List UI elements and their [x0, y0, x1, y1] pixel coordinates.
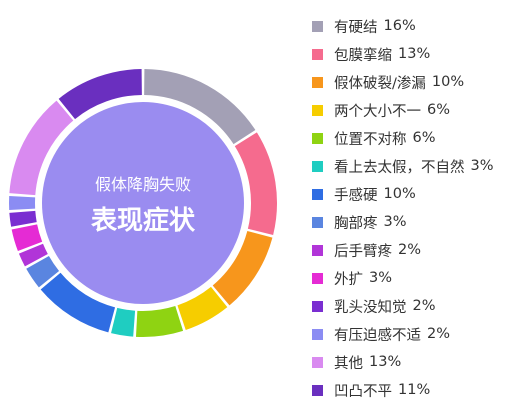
legend-swatch — [312, 272, 323, 284]
legend-label: 其他 — [334, 355, 363, 372]
legend-swatch — [312, 384, 323, 396]
slice-8 — [26, 256, 60, 288]
legend-swatch — [312, 188, 323, 200]
slice-2 — [234, 132, 277, 235]
slice-1 — [144, 69, 256, 145]
legend-value: 16% — [383, 18, 416, 34]
slice-4 — [177, 286, 228, 331]
legend-value: 3% — [470, 158, 494, 174]
legend-label: 手感硬 — [334, 187, 378, 204]
slice-3 — [212, 230, 273, 306]
legend-swatch — [312, 132, 323, 144]
slice-13 — [9, 100, 74, 196]
legend-item: 看上去太假，不自然 3% — [312, 152, 494, 180]
slice-5 — [135, 306, 184, 337]
legend-item: 外扩 3% — [312, 264, 494, 292]
legend-item: 手感硬 10% — [312, 180, 494, 208]
legend-label: 胸部疼 — [334, 215, 378, 232]
legend-value: 10% — [383, 186, 416, 202]
legend-label: 包膜挛缩 — [334, 47, 392, 64]
legend-swatch — [312, 328, 323, 340]
slice-9 — [18, 243, 48, 267]
legend-item: 后手臂疼 2% — [312, 236, 494, 264]
legend-label: 看上去太假，不自然 — [334, 159, 465, 176]
center-title: 假体降胸失败 — [95, 175, 191, 194]
chart-legend: 有硬结 16% 包膜挛缩 13% 假体破裂/渗漏 10% 两个大小不一 6% 位置不对称 6% 看上… — [312, 12, 494, 404]
legend-label: 有硬结 — [334, 19, 378, 36]
legend-item: 有硬结 16% — [312, 12, 494, 40]
legend-value: 13% — [369, 354, 402, 370]
legend-swatch — [312, 300, 323, 312]
legend-swatch — [312, 244, 323, 256]
legend-item: 有压迫感不适 2% — [312, 320, 494, 348]
legend-value: 6% — [427, 102, 451, 118]
slice-10 — [11, 224, 43, 252]
legend-swatch — [312, 104, 323, 116]
legend-swatch — [312, 48, 323, 60]
legend-item: 乳头没知觉 2% — [312, 292, 494, 320]
legend-value: 3% — [383, 214, 407, 230]
legend-swatch — [312, 216, 323, 228]
legend-item: 胸部疼 3% — [312, 208, 494, 236]
legend-label: 两个大小不一 — [334, 103, 421, 120]
legend-label: 后手臂疼 — [334, 243, 392, 260]
slice-14 — [58, 69, 142, 120]
legend-value: 2% — [427, 326, 451, 342]
legend-swatch — [312, 76, 323, 88]
legend-value: 3% — [369, 270, 393, 286]
legend-label: 位置不对称 — [334, 131, 407, 148]
legend-item: 两个大小不一 6% — [312, 96, 494, 124]
center-subtitle: 表现症状 — [91, 205, 196, 236]
legend-item: 假体破裂/渗漏 10% — [312, 68, 494, 96]
legend-label: 乳头没知觉 — [334, 299, 407, 316]
legend-item: 其他 13% — [312, 348, 494, 376]
legend-value: 10% — [431, 74, 465, 90]
legend-label: 外扩 — [334, 271, 363, 288]
slice-12 — [8, 195, 36, 211]
legend-label: 凹凸不平 — [334, 383, 392, 400]
slice-7 — [40, 272, 116, 333]
center-disc — [42, 102, 244, 304]
legend-value: 11% — [398, 382, 431, 398]
legend-value: 2% — [398, 242, 422, 258]
legend-value: 6% — [412, 130, 436, 146]
legend-swatch — [312, 20, 323, 32]
legend-item: 包膜挛缩 13% — [312, 40, 494, 68]
donut-chart: 假体降胸失败 表现症状 — [8, 69, 277, 337]
legend-label: 假体破裂/渗漏 — [334, 75, 426, 92]
legend-swatch — [312, 160, 323, 172]
legend-item: 凹凸不平 11% — [312, 376, 494, 404]
slice-11 — [9, 210, 37, 227]
legend-label: 有压迫感不适 — [334, 327, 421, 344]
legend-item: 位置不对称 6% — [312, 124, 494, 152]
legend-swatch — [312, 356, 323, 368]
legend-value: 2% — [412, 298, 436, 314]
legend-value: 13% — [398, 46, 431, 62]
slice-6 — [111, 307, 136, 337]
